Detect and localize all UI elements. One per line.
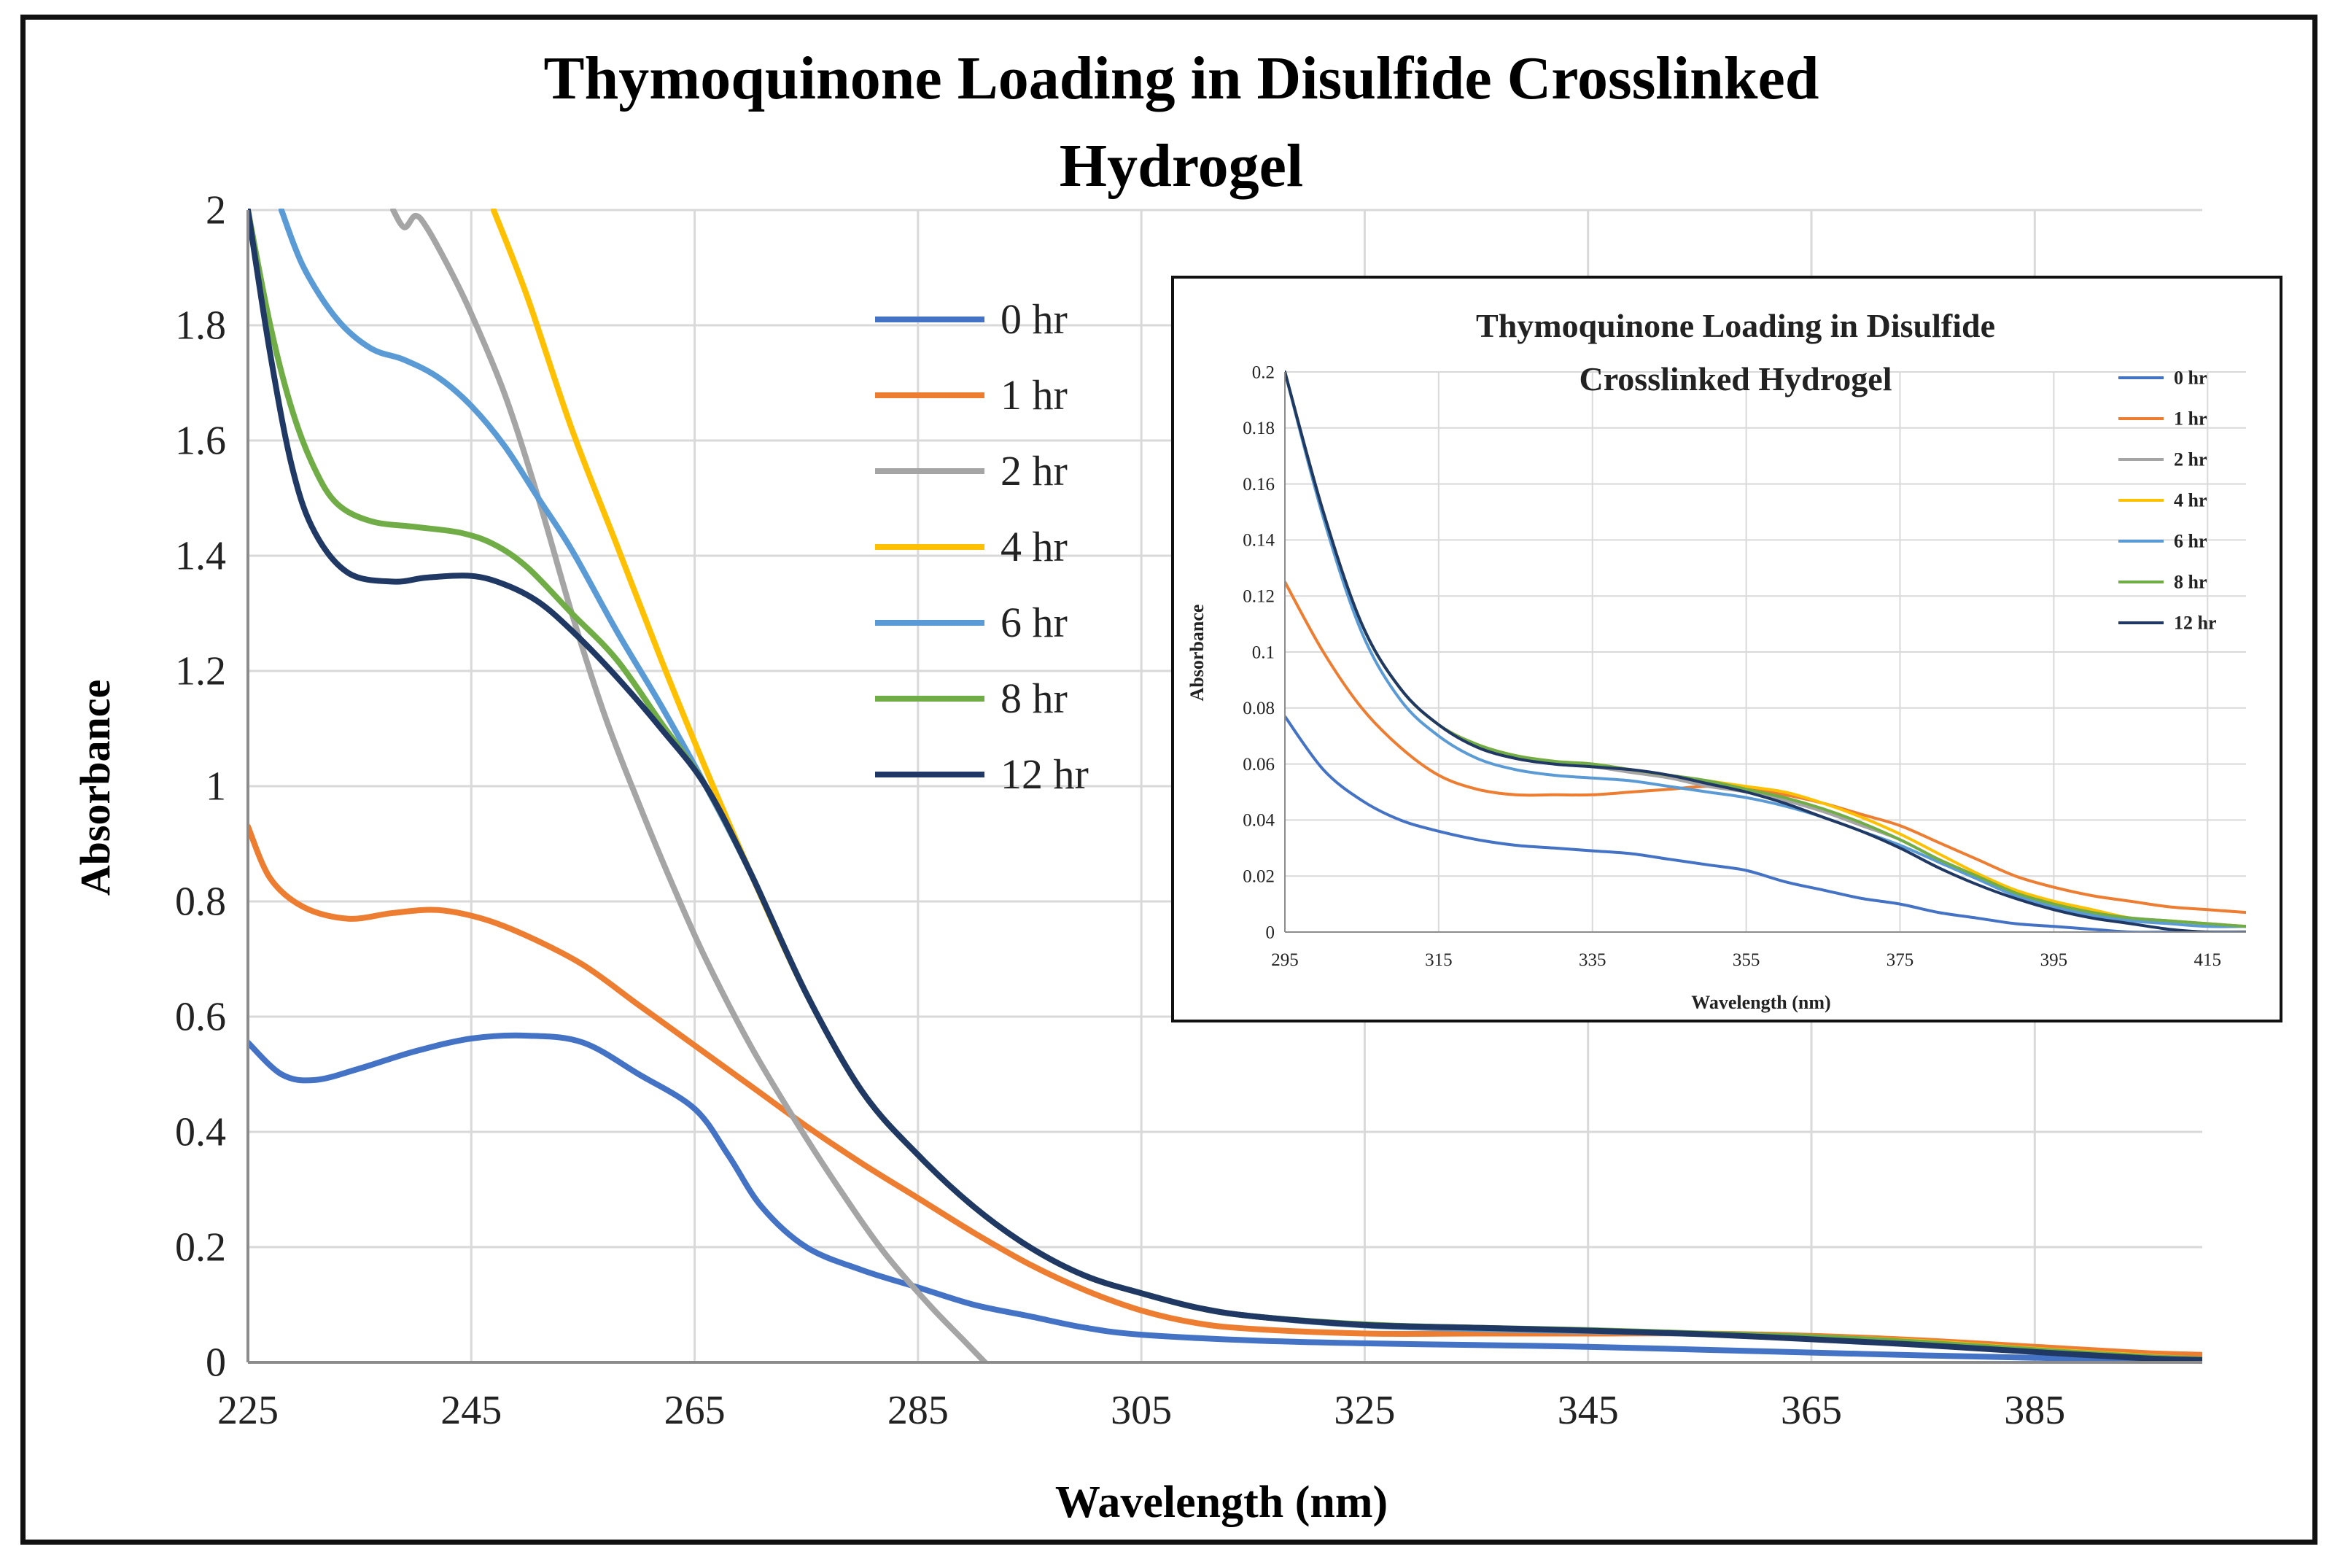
main-y-tick-label: 2: [206, 187, 226, 233]
inset-gridlines: [1284, 371, 2246, 932]
main-x-tick-label: 225: [217, 1388, 279, 1433]
main-x-tick-label: 265: [664, 1388, 726, 1433]
main-y-tick-label: 1.4: [175, 533, 226, 578]
inset-series-line-6-hr: [1285, 370, 2246, 928]
main-y-tick-label: 0.6: [175, 994, 226, 1039]
inset-series-line-0-hr: [1285, 715, 2246, 932]
main-x-tick-label: 305: [1111, 1388, 1172, 1433]
main-x-axis-label: Wavelength (nm): [1055, 1478, 1388, 1527]
main-x-tick-label: 345: [1558, 1388, 1619, 1433]
main-title-line-2: Hydrogel: [1060, 132, 1303, 200]
inset-x-tick-label: 315: [1425, 950, 1453, 970]
main-legend-label-4-hr: 4 hr: [1000, 523, 1068, 570]
main-title-line-1: Thymoquinone Loading in Disulfide Crossl…: [543, 44, 1819, 112]
inset-x-tick-label: 355: [1733, 950, 1760, 970]
inset-x-tick-label: 375: [1887, 950, 1914, 970]
inset-title-line-2: Crosslinked Hydrogel: [1580, 360, 1892, 397]
main-axis-group: 0 0.2 0.4 0.6 0.8 1 1.2 1.4 1.6 1.8 2 225 245 265 285 3…: [175, 187, 2202, 1433]
inset-y-tick-label: 0.06: [1243, 755, 1275, 775]
inset-x-tick-label: 395: [2040, 950, 2068, 970]
inset-legend-label-1-hr: 1 hr: [2174, 408, 2207, 430]
main-legend-label-0-hr: 0 hr: [1000, 295, 1068, 343]
inset-legend: 0 hr 1 hr 2 hr 4 hr 6 hr 8 hr 12 hr: [2118, 368, 2217, 634]
inset-y-tick-label: 0.08: [1243, 699, 1275, 718]
main-series-line-0-hr: [248, 1032, 2202, 1362]
main-y-tick-label: 0: [206, 1340, 226, 1385]
main-legend-label-1-hr: 1 hr: [1000, 371, 1068, 419]
main-y-tick-label: 0.8: [175, 879, 226, 924]
main-y-tick-label: 1.8: [175, 303, 226, 348]
main-legend-label-2-hr: 2 hr: [1000, 447, 1068, 494]
inset-series-line-12-hr: [1285, 370, 2246, 932]
inset-title-line-1: Thymoquinone Loading in Disulfide: [1476, 307, 1995, 344]
main-y-tick-label: 1.6: [175, 418, 226, 463]
inset-y-tick-label: 0.18: [1243, 419, 1275, 438]
inset-legend-label-8-hr: 8 hr: [2174, 572, 2207, 593]
inset-y-tick-label: 0.12: [1243, 586, 1275, 606]
main-y-axis-label: Absorbance: [71, 680, 119, 896]
main-y-tick-label: 0.2: [175, 1224, 226, 1270]
main-legend-label-12-hr: 12 hr: [1000, 750, 1089, 798]
main-y-tick-label: 1.2: [175, 648, 226, 694]
inset-legend-label-12-hr: 12 hr: [2174, 613, 2217, 634]
main-x-tick-label: 365: [1781, 1388, 1842, 1433]
main-legend-label-6-hr: 6 hr: [1000, 599, 1068, 646]
inset-x-tick-label: 295: [1271, 950, 1299, 970]
inset-legend-label-4-hr: 4 hr: [2174, 490, 2207, 511]
inset-legend-label-0-hr: 0 hr: [2174, 368, 2207, 389]
inset-x-tick-label: 415: [2194, 950, 2222, 970]
main-x-tick-label: 325: [1334, 1388, 1395, 1433]
inset-y-tick-label: 0.2: [1252, 362, 1275, 382]
main-y-tick-label: 1: [206, 764, 226, 809]
main-legend: 0 hr 1 hr 2 hr 4 hr 6 hr 8 hr 12 hr: [875, 295, 1089, 798]
main-x-tick-label: 245: [440, 1388, 502, 1433]
inset-legend-label-6-hr: 6 hr: [2174, 531, 2207, 552]
inset-y-tick-label: 0.16: [1243, 475, 1275, 494]
main-x-tick-label: 385: [2004, 1388, 2065, 1433]
inset-y-tick-label: 0.1: [1252, 643, 1275, 662]
inset-y-tick-label: 0: [1266, 923, 1275, 942]
inset-y-tick-label: 0.14: [1243, 531, 1275, 551]
main-series-line-2-hr: [390, 209, 988, 1362]
main-series-group: [248, 209, 2202, 1362]
inset-series-group: [1285, 370, 2246, 932]
inset-x-tick-label: 335: [1579, 950, 1606, 970]
main-legend-label-8-hr: 8 hr: [1000, 675, 1068, 722]
inset-y-axis-label: Absorbance: [1186, 605, 1208, 702]
inset-x-axis-label: Wavelength (nm): [1691, 992, 1830, 1013]
inset-legend-label-2-hr: 2 hr: [2174, 449, 2207, 470]
main-x-tick-label: 285: [887, 1388, 949, 1433]
main-series-line-12-hr: [248, 209, 2202, 1362]
main-y-tick-label: 0.4: [175, 1109, 226, 1154]
inset-y-tick-label: 0.04: [1243, 811, 1275, 831]
inset-y-tick-label: 0.02: [1243, 866, 1275, 886]
inset-axis-group: 0 0.02 0.04 0.06 0.08 0.1 0.12 0.14 0.16 0.18 0.2 2…: [1243, 362, 2246, 970]
